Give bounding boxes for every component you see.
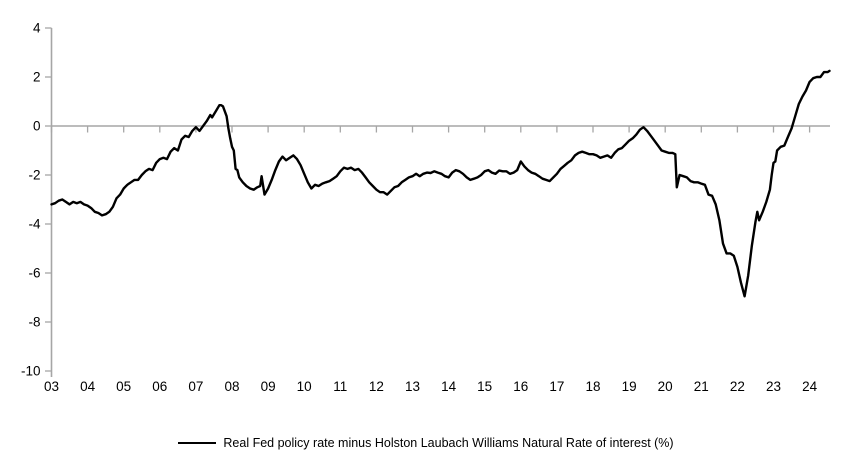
x-axis-label: 23 (766, 379, 781, 394)
y-axis-label: -8 (28, 315, 40, 330)
x-axis-label: 21 (694, 379, 709, 394)
x-axis-label: 16 (513, 379, 528, 394)
x-axis-label: 13 (405, 379, 420, 394)
legend: Real Fed policy rate minus Holston Lauba… (0, 436, 852, 450)
x-axis-label: 24 (802, 379, 818, 394)
series-group (50, 69, 831, 298)
x-axis-label: 17 (549, 379, 564, 394)
legend-line-sample-icon (178, 442, 217, 444)
x-axis-label: 11 (333, 379, 347, 394)
axes-group (45, 27, 811, 377)
y-axis-label: -6 (28, 266, 40, 281)
x-axis-label: 22 (730, 379, 745, 394)
x-axis-label: 18 (585, 379, 600, 394)
legend-label: Real Fed policy rate minus Holston Lauba… (223, 436, 674, 450)
x-axis-label: 04 (80, 379, 96, 394)
y-axis-label: -2 (28, 168, 40, 183)
x-axis-label: 15 (477, 379, 492, 394)
x-axis-label: 14 (441, 379, 457, 394)
x-axis-label: 05 (116, 379, 131, 394)
x-axis-label: 07 (188, 379, 203, 394)
y-axis-label: 2 (33, 70, 41, 85)
y-axis-label: 4 (33, 21, 41, 36)
x-axis-label: 03 (44, 379, 59, 394)
y-axis-label: -4 (28, 217, 40, 232)
y-axis-label: 0 (33, 119, 41, 134)
data-series-line (50, 69, 831, 298)
x-axis-label: 19 (622, 379, 637, 394)
x-axis-label: 12 (369, 379, 384, 394)
y-axis-label: -10 (21, 364, 41, 379)
x-axis-label: 09 (261, 379, 276, 394)
x-axis-label: 06 (152, 379, 167, 394)
x-axis-label: 08 (224, 379, 239, 394)
x-axis-label: 10 (297, 379, 312, 394)
x-axis-label: 20 (658, 379, 673, 394)
